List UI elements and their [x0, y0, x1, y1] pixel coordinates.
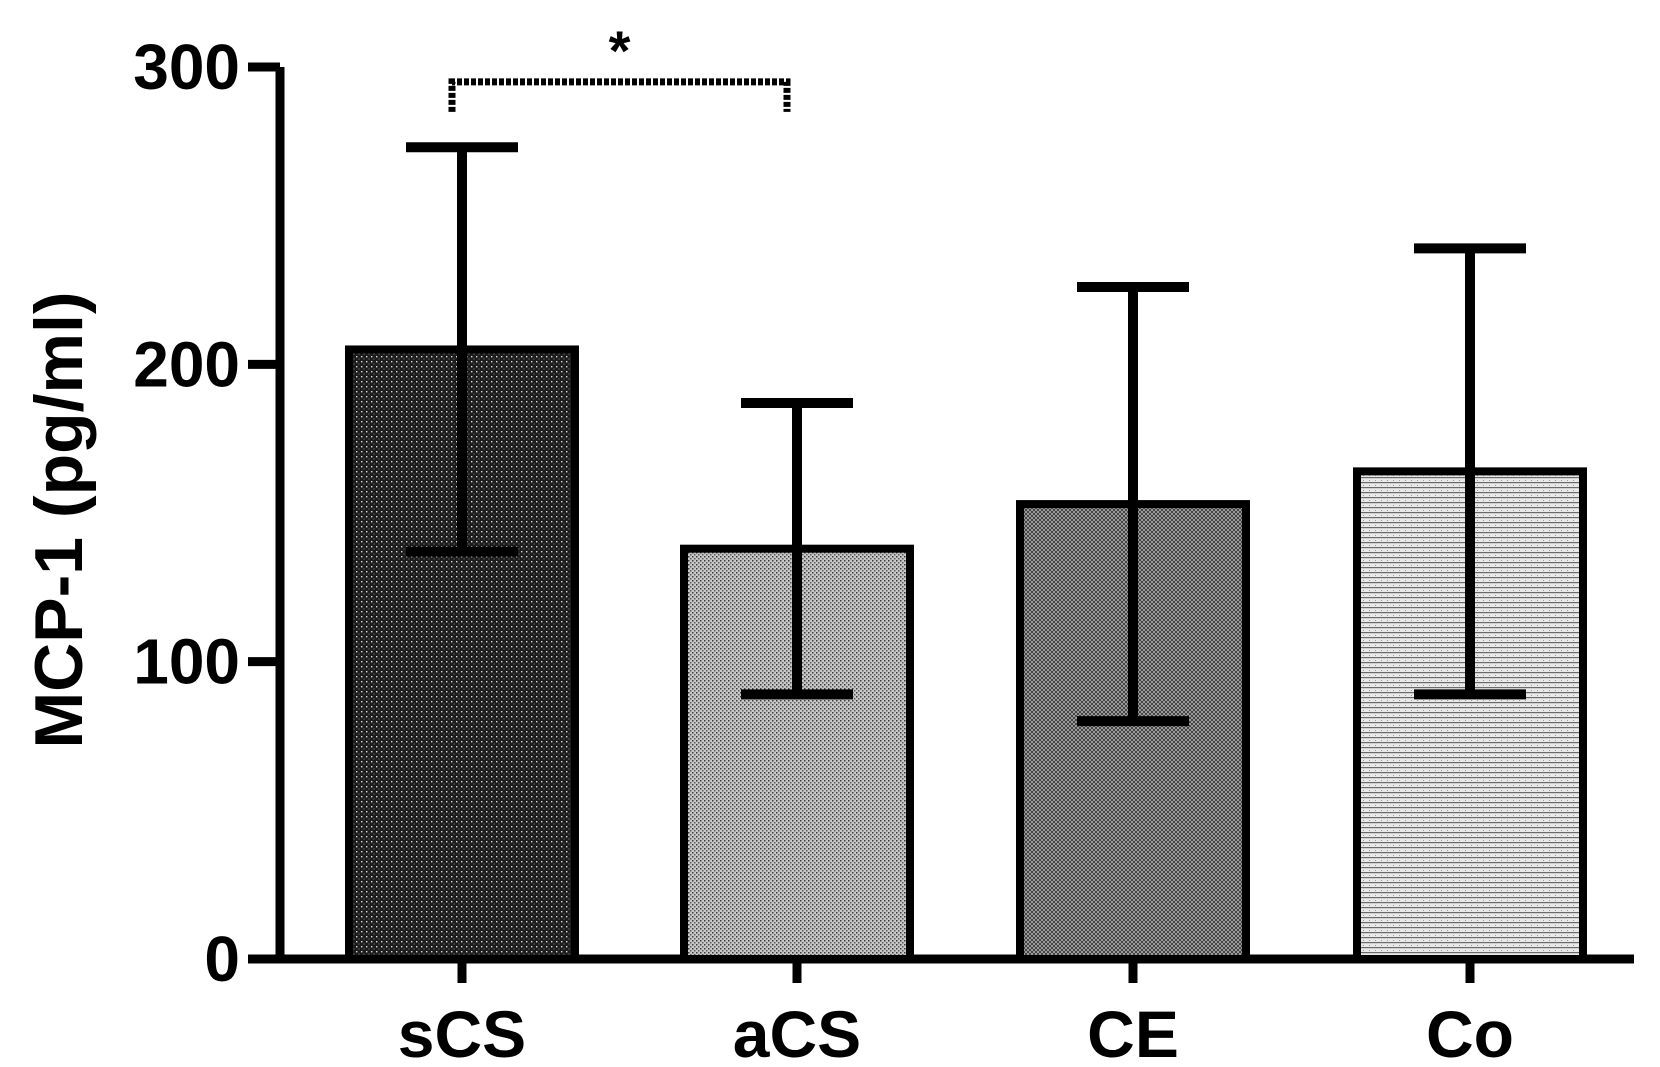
significance-line — [448, 78, 791, 112]
significance-star: * — [609, 19, 631, 82]
significance-bracket: * — [448, 19, 791, 112]
x-tick-label-Co: Co — [1426, 997, 1514, 1067]
y-axis-title: MCP-1 (pg/ml) — [21, 291, 97, 748]
y-tick-label: 100 — [133, 626, 240, 698]
x-tick-label-CE: CE — [1087, 997, 1179, 1067]
x-ticks: sCS aCS CE Co — [398, 959, 1514, 1067]
x-tick-label-sCS: sCS — [398, 997, 526, 1067]
y-tick-label: 300 — [133, 31, 240, 103]
y-ticks: 0 100 200 300 — [133, 31, 280, 995]
bars — [345, 345, 1587, 963]
y-tick-label: 200 — [133, 328, 240, 400]
x-tick-label-aCS: aCS — [733, 997, 861, 1067]
y-tick-label: 0 — [204, 923, 240, 995]
error-bars — [406, 142, 1526, 727]
